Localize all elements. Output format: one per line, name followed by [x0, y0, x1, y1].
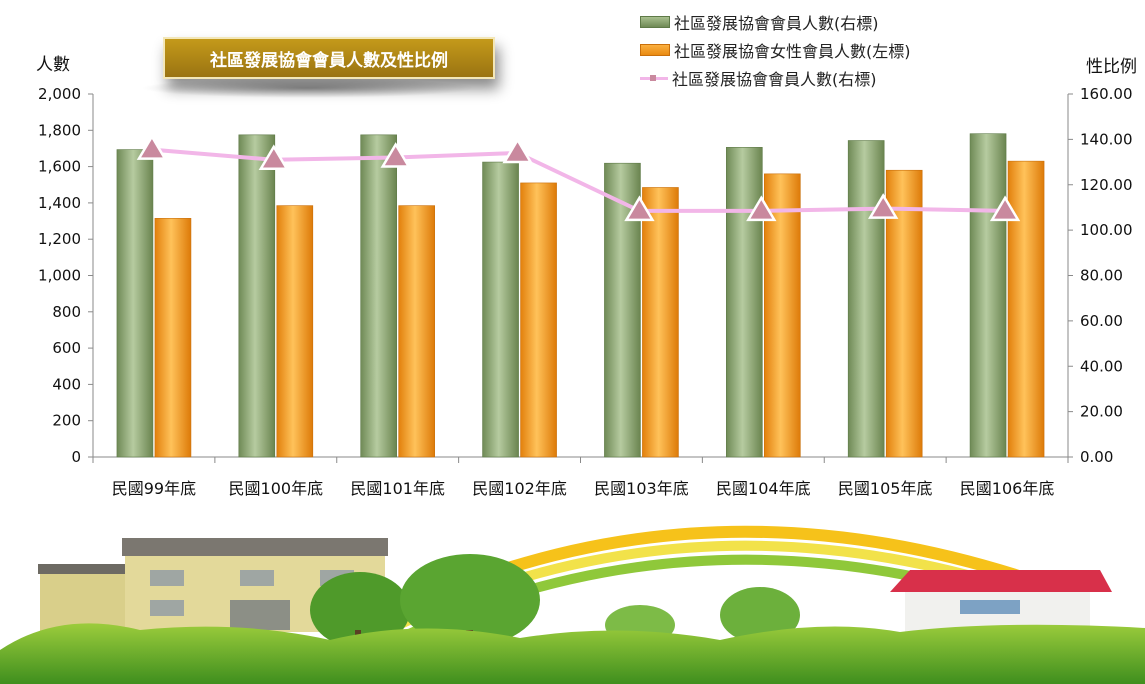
bar-members	[969, 133, 1007, 458]
chart-line-series	[136, 134, 1021, 222]
ratio-marker	[502, 137, 533, 164]
left-tick-label: 1,000	[38, 267, 81, 285]
bar-members	[482, 161, 519, 458]
bar-members	[238, 134, 276, 458]
ratio-marker	[867, 193, 899, 219]
bar-female-members	[642, 187, 679, 458]
right-tick-label: 120.00	[1080, 176, 1133, 194]
ratio-marker	[624, 195, 655, 222]
left-tick-label: 1,400	[38, 194, 81, 212]
legend-swatch-green	[640, 16, 670, 28]
right-tick-label: 20.00	[1080, 403, 1123, 421]
ratio-marker	[989, 195, 1021, 222]
chart-canvas: 0 200 400 600 800 1,000 1,200 1,400 1,600 1,800 2,…	[38, 85, 1132, 498]
x-tick-label: 民國101年底	[350, 479, 445, 498]
x-tick-label: 民國106年底	[960, 479, 1055, 498]
chart-tick-labels: 0 200 400 600 800 1,000 1,200 1,400 1,600 1,800 2,…	[38, 85, 1132, 498]
x-tick-label: 民國104年底	[716, 479, 811, 498]
left-tick-label: 0	[71, 448, 81, 466]
right-tick-label: 100.00	[1080, 221, 1133, 239]
right-tick-label: 160.00	[1080, 85, 1133, 103]
bar-members	[726, 147, 763, 458]
right-tick-label: 0.00	[1080, 448, 1113, 466]
decorative-scene	[0, 525, 1145, 684]
left-tick-label: 600	[52, 339, 81, 357]
bar-members	[360, 134, 397, 458]
left-tick-label: 200	[52, 412, 81, 430]
left-tick-label: 1,800	[38, 121, 81, 139]
left-axis-title: 人數	[36, 55, 70, 75]
chart-bars	[116, 133, 1045, 458]
ratio-marker	[258, 144, 290, 171]
right-tick-label: 140.00	[1080, 130, 1133, 148]
left-tick-label: 400	[52, 375, 81, 393]
house-right-icon	[890, 570, 1112, 632]
left-tick-label: 1,200	[38, 230, 81, 248]
grass-icon	[0, 623, 1145, 684]
legend-item-members: 社區發展協會會員人數(右標)	[640, 8, 911, 36]
legend-label-members: 社區發展協會會員人數(右標)	[674, 14, 879, 33]
legend-swatch-line	[640, 73, 668, 83]
ratio-line	[151, 147, 1006, 213]
ratio-marker	[746, 195, 777, 222]
bar-members	[847, 140, 885, 458]
legend-label-ratio: 社區發展協會會員人數(右標)	[672, 70, 877, 89]
title-shadow	[140, 78, 475, 98]
left-tick-label: 2,000	[38, 85, 81, 103]
right-axis-title: 性比例	[1086, 57, 1137, 77]
trees-icon	[310, 554, 800, 664]
left-tick-label: 800	[52, 303, 81, 321]
bar-female-members	[1007, 160, 1045, 458]
bar-female-members	[276, 205, 314, 458]
x-tick-label: 民國103年底	[594, 479, 689, 498]
chart-legend: 社區發展協會會員人數(右標) 社區發展協會女性會員人數(左標) 社區發展協會會員…	[640, 8, 911, 92]
ratio-marker	[380, 142, 411, 168]
legend-swatch-orange	[640, 44, 670, 56]
x-tick-label: 民國99年底	[112, 479, 196, 498]
bar-female-members	[154, 218, 192, 458]
bar-members	[116, 149, 154, 458]
left-tick-label: 1,600	[38, 158, 81, 176]
legend-label-female: 社區發展協會女性會員人數(左標)	[674, 42, 911, 61]
x-tick-label: 民國105年底	[838, 479, 933, 498]
legend-item-ratio: 社區發展協會會員人數(右標)	[640, 64, 911, 92]
bar-female-members	[520, 182, 557, 458]
chart-axes	[88, 93, 1073, 463]
right-tick-label: 40.00	[1080, 357, 1123, 375]
chart-title: 社區發展協會會員人數及性比例	[163, 37, 495, 79]
bar-female-members	[398, 205, 435, 458]
right-tick-label: 80.00	[1080, 267, 1123, 285]
legend-item-female: 社區發展協會女性會員人數(左標)	[640, 36, 911, 64]
ratio-marker	[136, 134, 168, 160]
x-tick-label: 民國102年底	[472, 479, 567, 498]
chart-title-text: 社區發展協會會員人數及性比例	[210, 50, 448, 71]
x-tick-label: 民國100年底	[229, 479, 324, 498]
right-tick-label: 60.00	[1080, 312, 1123, 330]
